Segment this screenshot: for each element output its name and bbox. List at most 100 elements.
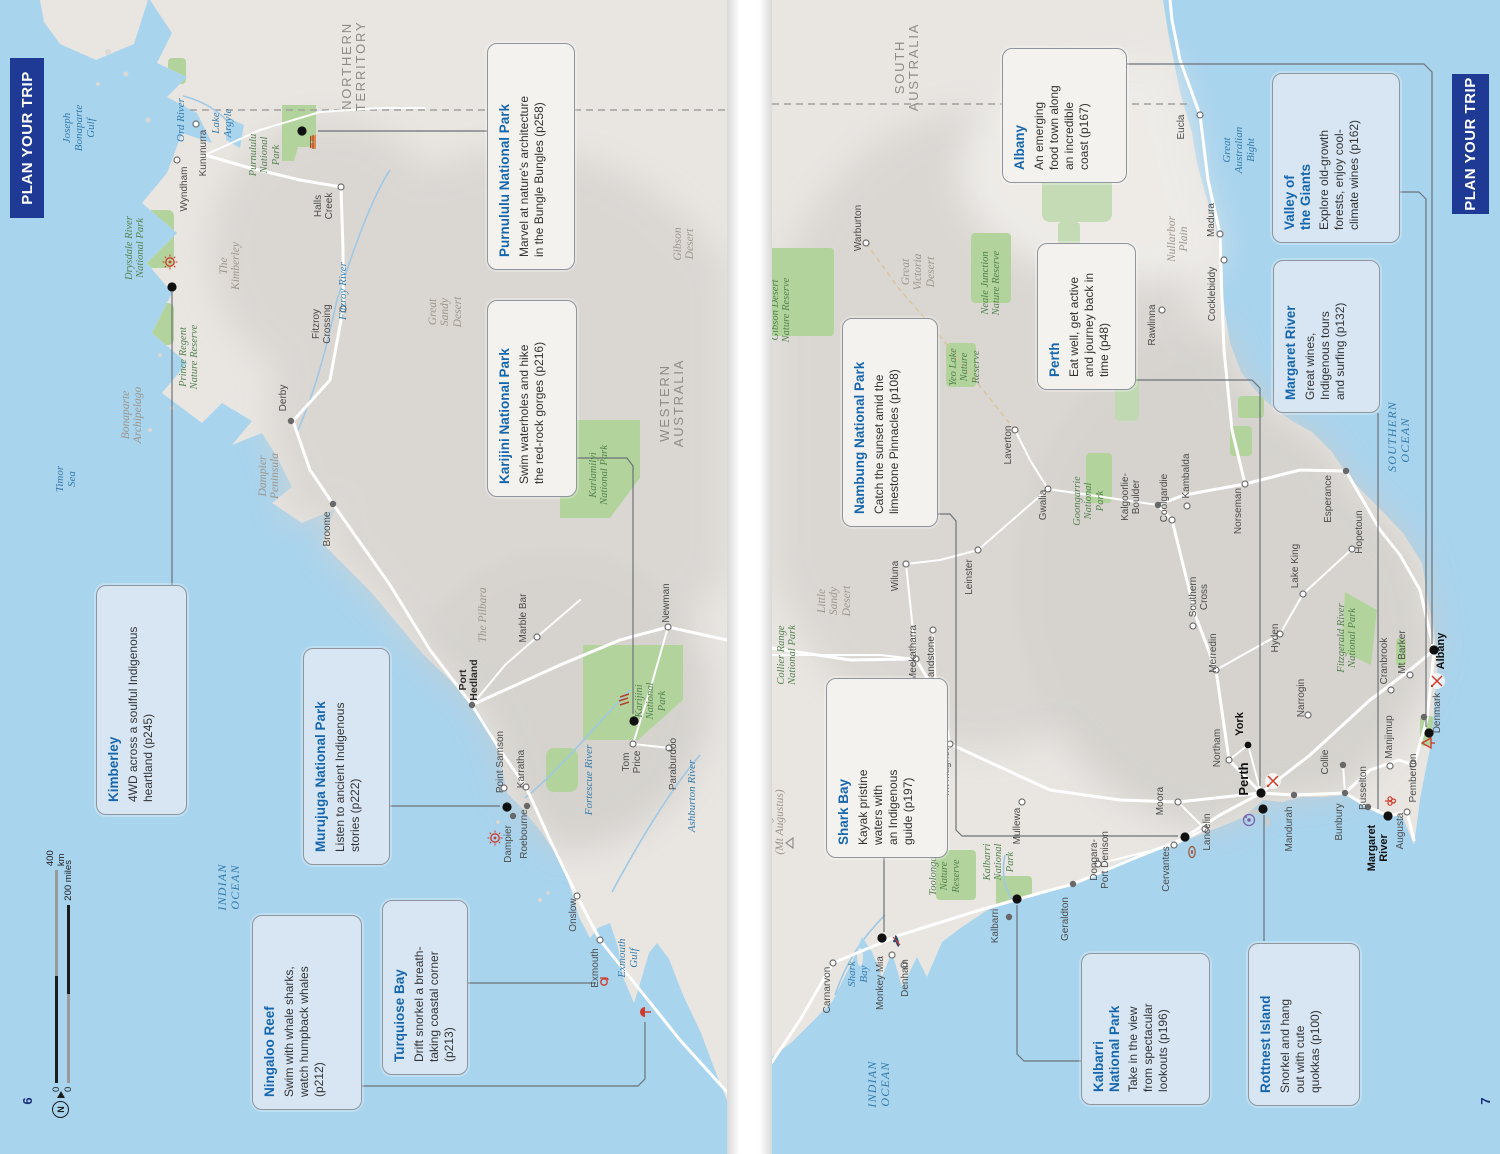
town-dot bbox=[173, 156, 181, 164]
callout-kimberley: Kimberley 4WD across a soulful Indigenous… bbox=[96, 585, 187, 815]
callout-title: Rottnest Island bbox=[1258, 995, 1273, 1093]
highlight-pin bbox=[1424, 728, 1434, 738]
kayak-icon bbox=[892, 935, 901, 947]
town-dot bbox=[1420, 713, 1428, 721]
callout-body: Kayak pristine waters with an Indigenous… bbox=[855, 769, 915, 845]
snorkel-icon bbox=[600, 977, 609, 986]
pinnacles-icon bbox=[1188, 845, 1196, 859]
page-number-left: 6 bbox=[20, 1097, 35, 1105]
town-dot bbox=[1409, 760, 1417, 768]
callout-title: Kalbarri National Park bbox=[1091, 1005, 1122, 1092]
callout-title: Margaret River bbox=[1283, 305, 1298, 400]
town-dot bbox=[339, 305, 347, 313]
gorge-icon bbox=[618, 693, 630, 706]
callout-body: Explore old-growth forests, enjoy cool- … bbox=[1317, 119, 1362, 230]
tree-icon bbox=[1420, 736, 1435, 750]
town-dot bbox=[1170, 841, 1178, 849]
town-dot bbox=[1183, 502, 1191, 510]
town-dot bbox=[1201, 825, 1209, 833]
town-dot bbox=[929, 626, 937, 634]
callout-body: Catch the sunset amid the limestone Pinn… bbox=[871, 369, 901, 514]
callout-body: Drift snorkel a breath- taking coastal c… bbox=[411, 946, 456, 1062]
town-dot bbox=[1018, 798, 1026, 806]
town-dot bbox=[1196, 111, 1204, 119]
town-dot bbox=[596, 936, 604, 944]
callout-karijini: Karijini National Park Swim waterholes an… bbox=[487, 300, 577, 497]
town-dot bbox=[1383, 811, 1393, 821]
callout-body: Take in the view from spectacular lookou… bbox=[1126, 1003, 1171, 1092]
coastline-land bbox=[40, 0, 1438, 1100]
callout-title: Albany bbox=[1012, 124, 1027, 170]
page-number-right: 7 bbox=[1478, 1097, 1493, 1105]
north-compass: N bbox=[52, 1078, 69, 1118]
callout-connector-line bbox=[362, 1022, 646, 1087]
beach-umbrella-icon bbox=[640, 1007, 651, 1017]
town-dot bbox=[523, 802, 531, 810]
highways bbox=[203, 0, 1436, 1094]
town-dot bbox=[1168, 516, 1176, 524]
town-dot bbox=[1304, 711, 1312, 719]
scale-bar: 0 400 km 0 200 miles bbox=[45, 836, 74, 1092]
callout-connector-line bbox=[1016, 905, 1081, 1062]
town-dot bbox=[1429, 645, 1439, 655]
highlight-pin bbox=[1258, 804, 1268, 814]
callout-title: Valley of the Giants bbox=[1282, 163, 1313, 230]
book-spine bbox=[727, 0, 772, 1154]
town-dot bbox=[862, 239, 870, 247]
highlight-pin bbox=[877, 933, 887, 943]
callout-connector-line bbox=[938, 513, 1178, 837]
town-dot bbox=[1212, 666, 1220, 674]
callout-title: Perth bbox=[1047, 342, 1062, 377]
town-dot bbox=[664, 623, 672, 631]
town-dot bbox=[533, 633, 541, 641]
plan-your-trip-bar-right: PLAN YOUR TRIP bbox=[1452, 74, 1489, 214]
plan-your-trip-label: PLAN YOUR TRIP bbox=[1462, 77, 1479, 211]
town-dot bbox=[1241, 480, 1249, 488]
callout-body: Swim with whale sharks, watch humpback w… bbox=[281, 966, 326, 1097]
grapes-icon bbox=[1385, 796, 1397, 806]
plan-your-trip-bar-left: PLAN YOUR TRIP bbox=[10, 58, 44, 218]
town-dot bbox=[1189, 622, 1197, 630]
callout-connector-line bbox=[1136, 379, 1261, 786]
town-dot bbox=[1406, 671, 1414, 679]
town-dot bbox=[665, 744, 673, 752]
town-dot bbox=[1341, 789, 1349, 797]
town-dot bbox=[1276, 630, 1284, 638]
town-dot bbox=[192, 120, 200, 128]
town-dot bbox=[1339, 761, 1347, 769]
callout-rottnest: Rottnest Island Snorkel and hang out with… bbox=[1248, 943, 1360, 1106]
callout-shark-bay: Shark Bay Kayak pristine waters with an I… bbox=[826, 678, 948, 858]
scale-miles-row: 0 200 miles bbox=[62, 836, 74, 1092]
callout-title: Nambung National Park bbox=[852, 361, 867, 514]
callout-nambung: Nambung National Park Catch the sunset am… bbox=[842, 318, 938, 527]
town-dot bbox=[1342, 467, 1350, 475]
callout-body: Snorkel and hang out with cute quokkas (… bbox=[1277, 998, 1322, 1093]
callout-murujuga: Murujuga National Park Listen to ancient … bbox=[303, 648, 390, 865]
callout-title: Ningaloo Reef bbox=[262, 1006, 277, 1097]
callout-body: Eat well, get active and journey back in… bbox=[1066, 272, 1111, 377]
callout-body: An emerging food town along an incredibl… bbox=[1031, 85, 1091, 170]
aboriginal-art-icon bbox=[487, 830, 503, 846]
utensils-icon bbox=[1265, 773, 1281, 789]
town-dot bbox=[1244, 741, 1252, 749]
compass-north-letter: N bbox=[55, 1106, 66, 1113]
compass-n-circle: N bbox=[52, 1101, 69, 1118]
utensils-icon bbox=[1429, 673, 1445, 689]
callout-title: Purnululu National Park bbox=[497, 103, 512, 257]
callout-albany: Albany An emerging food town along an inc… bbox=[1002, 48, 1127, 183]
town-dot bbox=[1386, 762, 1394, 770]
town-dot bbox=[1348, 545, 1356, 553]
callout-body: Swim waterholes and hike the red-rock go… bbox=[516, 341, 546, 484]
town-dot bbox=[974, 546, 982, 554]
callout-margaret-river: Margaret River Great wines, Indigenous to… bbox=[1273, 260, 1380, 413]
town-dot bbox=[1154, 501, 1162, 509]
town-dot bbox=[1299, 590, 1307, 598]
town-dot bbox=[329, 500, 337, 508]
scale-miles-bar bbox=[66, 904, 70, 1083]
town-dot bbox=[629, 740, 637, 748]
callout-connector-line bbox=[1127, 63, 1433, 644]
town-dot bbox=[1220, 256, 1228, 264]
callout-perth: Perth Eat well, get active and journey ba… bbox=[1037, 243, 1136, 390]
town-dot bbox=[1158, 306, 1166, 314]
compass-arrow-icon bbox=[56, 1091, 65, 1098]
